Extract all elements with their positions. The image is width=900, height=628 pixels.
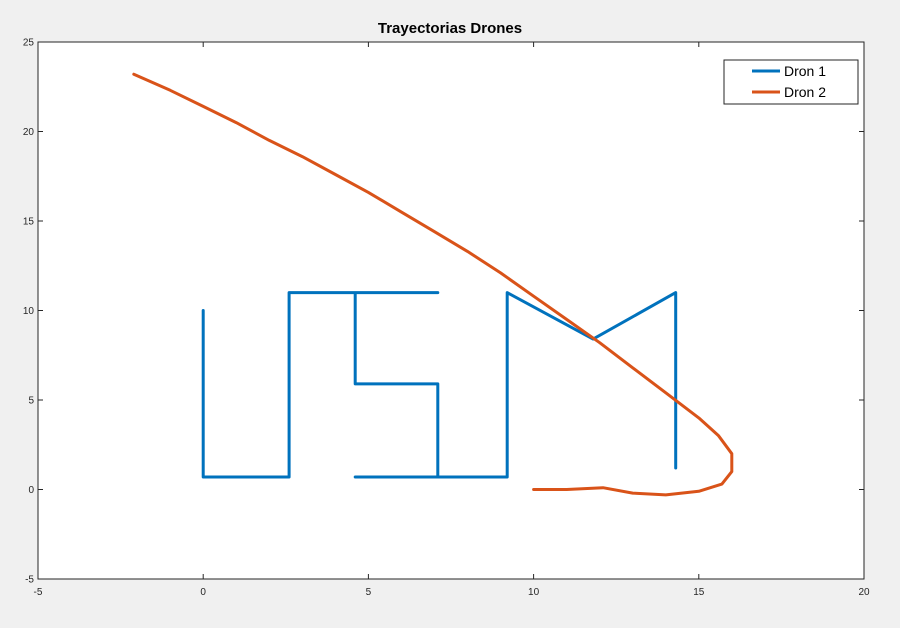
chart-title: Trayectorias Drones — [378, 20, 522, 37]
legend-label: Dron 1 — [784, 63, 826, 79]
x-tick-label: -5 — [34, 587, 43, 598]
y-tick-label: -5 — [25, 575, 34, 586]
plot-frame — [37, 41, 865, 580]
y-tick-label: 15 — [23, 217, 35, 228]
series-layer — [132, 72, 734, 497]
series-line-dron-2 — [132, 72, 734, 497]
y-tick-label: 20 — [23, 127, 35, 138]
plot-area — [38, 42, 864, 579]
y-tick-label: 25 — [23, 38, 35, 49]
legend-label: Dron 2 — [784, 84, 826, 100]
legend: Dron 1 Dron 2 — [723, 59, 859, 105]
y-tick-label: 5 — [28, 396, 34, 407]
y-tick-label: 10 — [23, 306, 35, 317]
series-line-dron-1 — [201, 291, 678, 479]
x-tick-label: 5 — [366, 587, 372, 598]
legend-box — [723, 59, 859, 105]
x-tick-label: 15 — [693, 587, 705, 598]
x-tick-label: 20 — [858, 587, 870, 598]
tick-labels: -5 0 5 10 15 20 -5 0 5 10 15 20 25 — [23, 38, 870, 599]
x-tick-label: 10 — [528, 587, 540, 598]
x-tick-label: 0 — [200, 587, 206, 598]
y-tick-label: 0 — [28, 485, 34, 496]
